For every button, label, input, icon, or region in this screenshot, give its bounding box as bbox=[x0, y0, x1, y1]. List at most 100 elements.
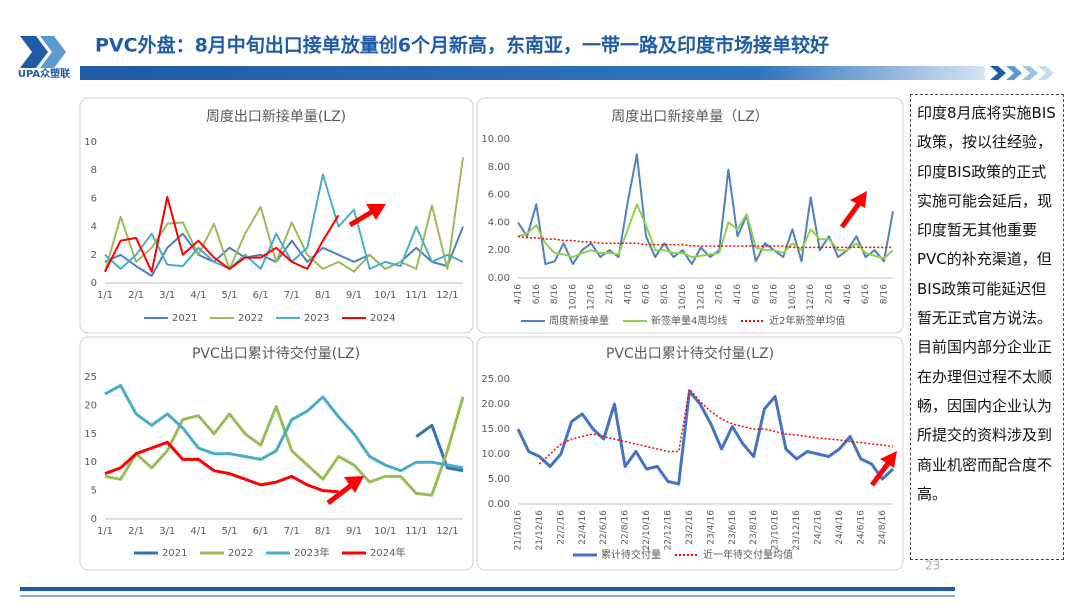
chart-title: 周度出口新接单量（LZ） bbox=[611, 108, 768, 125]
x-tick-label: 21/12/16 bbox=[535, 510, 545, 551]
x-tick-label: 23/10/16 bbox=[771, 510, 781, 551]
series-line bbox=[516, 390, 895, 486]
x-tick-label: 6/16 bbox=[861, 284, 871, 304]
y-tick-label: 5.00 bbox=[488, 474, 510, 485]
chevrons bbox=[990, 66, 1054, 80]
x-tick-label: 23/2/16 bbox=[685, 510, 695, 545]
y-tick-label: 4.00 bbox=[488, 217, 510, 228]
legend-label: 近2年新签单均值 bbox=[769, 314, 845, 327]
x-tick-label: 1/1 bbox=[97, 526, 113, 537]
series-line bbox=[517, 203, 894, 260]
x-tick-label: 4/1 bbox=[190, 526, 206, 537]
y-tick-label: 10.00 bbox=[481, 449, 510, 460]
legend-label: 累计待交付量 bbox=[601, 548, 661, 561]
x-tick-label: 2/16 bbox=[824, 284, 834, 304]
y-tick-label: 20.00 bbox=[481, 399, 510, 410]
x-tick-label: 8/1 bbox=[315, 290, 331, 301]
x-tick-label: 7/1 bbox=[284, 290, 300, 301]
x-tick-label: 4/16 bbox=[733, 284, 743, 304]
x-tick-label: 10/16 bbox=[788, 284, 798, 310]
x-tick-label: 24/2/16 bbox=[814, 510, 824, 545]
series-line bbox=[415, 423, 464, 473]
series-line bbox=[104, 157, 464, 273]
x-tick-label: 6/16 bbox=[751, 284, 761, 304]
arrows bbox=[326, 191, 897, 505]
legend-label: 2022 bbox=[238, 313, 263, 324]
y-tick-label: 25.00 bbox=[481, 374, 510, 385]
x-tick-label: 7/1 bbox=[284, 526, 300, 537]
legend-label: 2023 bbox=[304, 313, 329, 324]
y-tick-label: 4 bbox=[91, 222, 97, 233]
x-tick-label: 23/8/16 bbox=[749, 510, 759, 545]
y-tick-label: 6 bbox=[91, 193, 97, 204]
logo: UPA众塑联 bbox=[18, 36, 70, 80]
y-tick-label: 15 bbox=[84, 429, 97, 440]
panels bbox=[79, 97, 904, 571]
x-tick-label: 10/1 bbox=[374, 526, 396, 537]
x-tick-label: 12/1 bbox=[436, 290, 458, 301]
x-tick-label: 12/16 bbox=[696, 284, 706, 310]
note-paragraph: 印度8月底将实施BIS政策，按以往经验，印度BIS政策的正式实施可能会延后，现印… bbox=[917, 104, 1056, 328]
y-tick-label: 6.00 bbox=[488, 190, 510, 201]
side-note: 印度8月底将实施BIS政策，按以往经验，印度BIS政策的正式实施可能会延后，现印… bbox=[910, 94, 1064, 560]
x-tick-label: 12/16 bbox=[806, 284, 816, 310]
x-tick-label: 10/16 bbox=[678, 284, 688, 310]
y-tick-label: 0 bbox=[91, 514, 97, 525]
charts: 周度出口新接单量(LZ) 0 2 4 6 8 10 1/1 2/1 3/1 4/1 5/1 6/1 7/1… bbox=[84, 108, 895, 561]
x-tick-label: 6/16 bbox=[642, 284, 652, 304]
x-tick-label: 9/1 bbox=[346, 290, 362, 301]
series-line bbox=[517, 235, 893, 249]
x-tick-label: 21/10/16 bbox=[514, 510, 524, 551]
y-tick-label: 10 bbox=[84, 457, 97, 468]
x-tick-label: 22/10/16 bbox=[642, 510, 652, 551]
y-tick-label: 0.00 bbox=[488, 499, 510, 510]
x-tick-label: 22/2/16 bbox=[556, 510, 566, 545]
x-tick-label: 11/1 bbox=[405, 526, 427, 537]
header-bar bbox=[80, 66, 985, 80]
x-tick-label: 4/1 bbox=[190, 290, 206, 301]
x-tick-label: 6/16 bbox=[532, 284, 542, 304]
page-number: 23 bbox=[925, 559, 940, 573]
y-tick-label: 25 bbox=[84, 372, 97, 383]
x-tick-label: 3/1 bbox=[159, 526, 175, 537]
x-tick-label: 5/1 bbox=[221, 290, 237, 301]
x-tick-label: 23/4/16 bbox=[706, 510, 716, 545]
legend-label: 2021 bbox=[162, 548, 187, 559]
x-tick-label: 23/6/16 bbox=[728, 510, 738, 545]
x-tick-label: 1/1 bbox=[97, 290, 113, 301]
x-tick-label: 8/1 bbox=[315, 526, 331, 537]
x-tick-label: 24/4/16 bbox=[835, 510, 845, 545]
x-tick-label: 22/4/16 bbox=[578, 510, 588, 545]
x-tick-label: 9/1 bbox=[346, 526, 362, 537]
x-tick-label: 22/12/16 bbox=[664, 510, 674, 551]
series-line bbox=[104, 384, 464, 473]
y-tick-label: 10 bbox=[84, 137, 97, 148]
logo-text: UPA众塑联 bbox=[18, 67, 70, 80]
y-tick-label: 20 bbox=[84, 400, 97, 411]
legend-label: 2023年 bbox=[294, 546, 329, 559]
series-line bbox=[104, 440, 339, 494]
x-tick-label: 22/8/16 bbox=[621, 510, 631, 545]
x-tick-label: 23/12/16 bbox=[792, 510, 802, 551]
chart-title: 周度出口新接单量(LZ) bbox=[206, 108, 346, 125]
x-tick-label: 4/16 bbox=[623, 284, 633, 304]
x-tick-label: 22/6/16 bbox=[599, 510, 609, 545]
y-tick-label: 0.00 bbox=[488, 273, 510, 284]
note-paragraph: 目前国内部分企业正在办理但过程不太顺畅，因国内企业认为所提交的资料涉及到商业机密… bbox=[917, 338, 1053, 503]
x-tick-label: 5/1 bbox=[221, 526, 237, 537]
y-tick-label: 2.00 bbox=[488, 245, 510, 256]
y-tick-label: 2 bbox=[91, 250, 97, 261]
legend-label: 新签单量4周均线 bbox=[651, 314, 727, 327]
x-tick-label: 6/1 bbox=[253, 526, 269, 537]
y-tick-label: 0 bbox=[91, 278, 97, 289]
series-line bbox=[104, 173, 464, 270]
x-tick-label: 12/16 bbox=[587, 284, 597, 310]
x-tick-label: 8/16 bbox=[550, 284, 560, 304]
x-tick-label: 2/1 bbox=[128, 526, 144, 537]
x-tick-label: 6/1 bbox=[253, 290, 269, 301]
series-line bbox=[538, 388, 894, 465]
x-tick-label: 2/1 bbox=[128, 290, 144, 301]
x-tick-label: 10/1 bbox=[374, 290, 396, 301]
